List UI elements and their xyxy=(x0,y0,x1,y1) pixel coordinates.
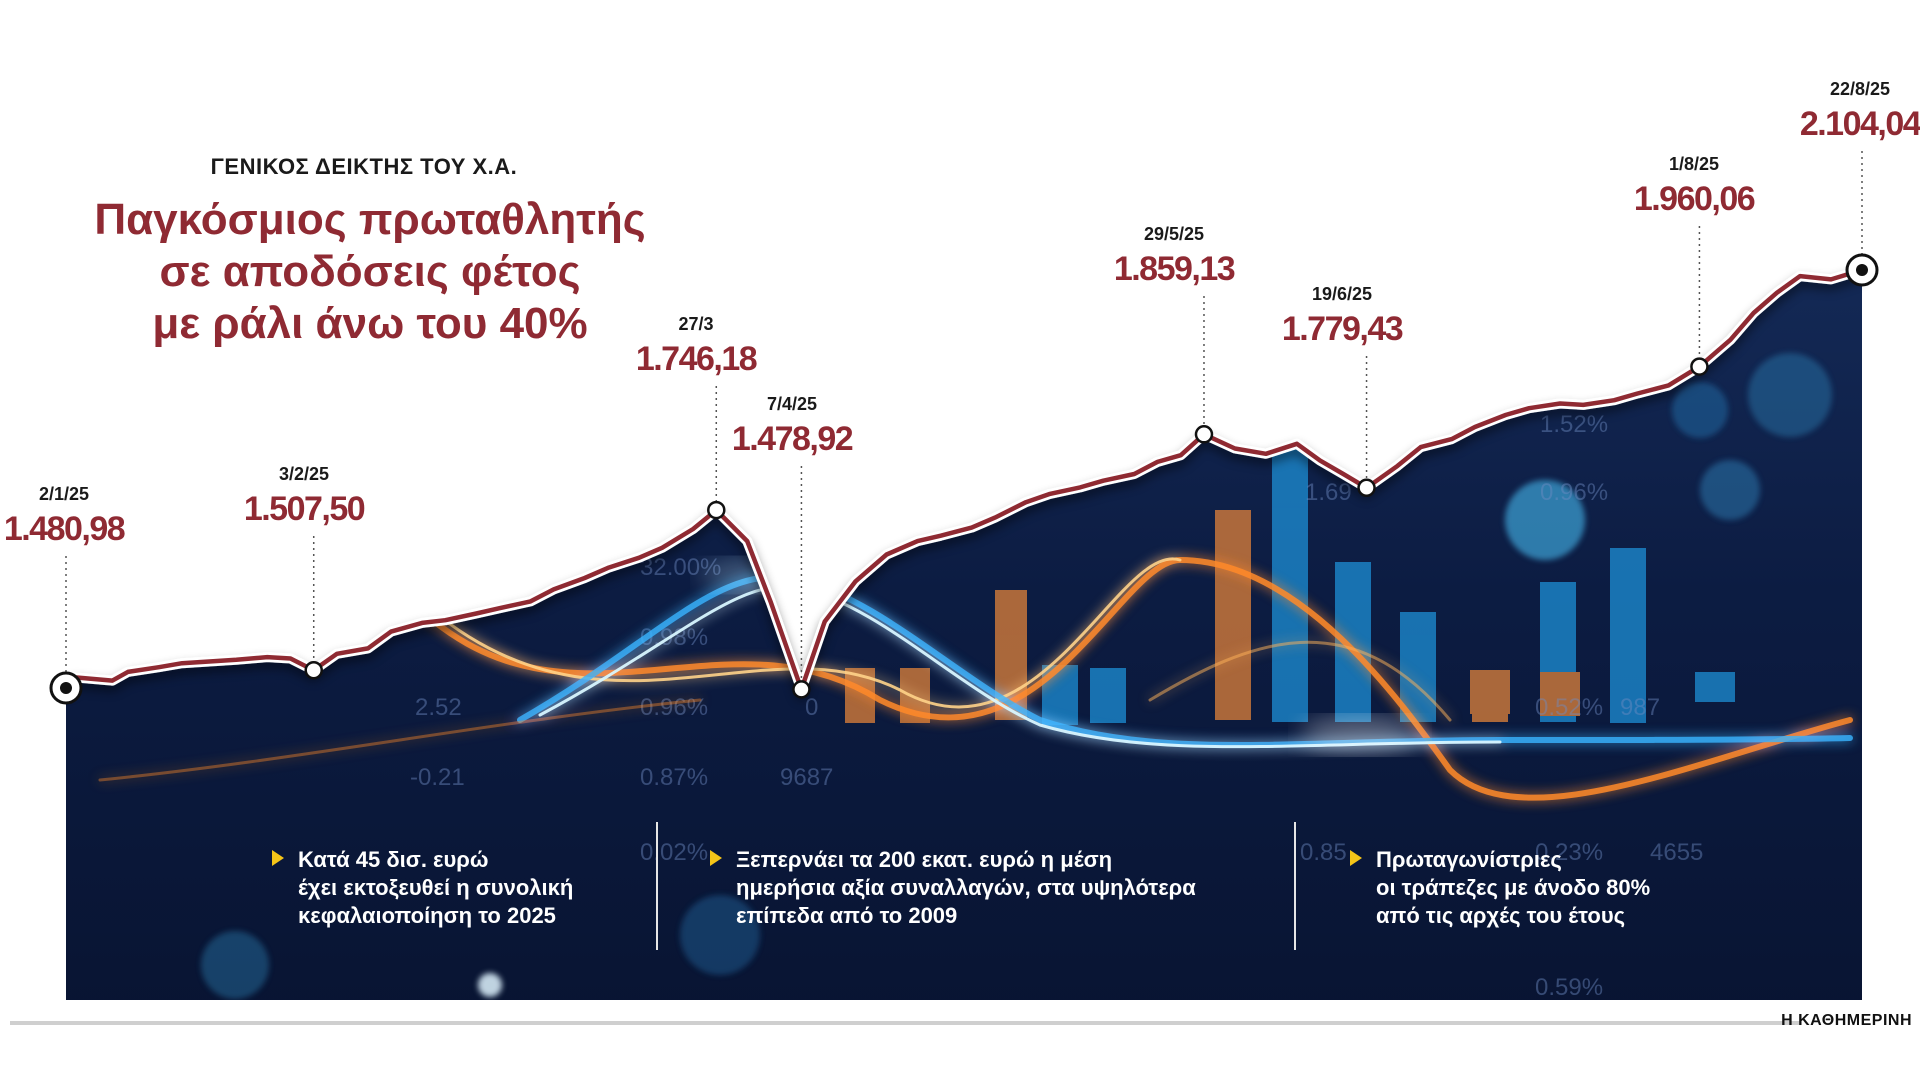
note-2-line-3: επίπεδα από το 2009 xyxy=(736,903,958,928)
note-1-line-1: Κατά 45 δισ. ευρώ xyxy=(298,847,489,872)
background-ticker: 0.96% xyxy=(640,694,708,721)
annotation-date: 3/2/25 xyxy=(279,464,329,484)
note-bullet-icon xyxy=(1350,850,1362,866)
annotation: 22/8/25 2.104,04 xyxy=(1800,79,1920,287)
background-ticker: 1.52% xyxy=(1540,411,1608,438)
point-marker xyxy=(1194,425,1214,444)
headline-line-1: Παγκόσμιος πρωταθλητής xyxy=(94,195,646,244)
note-divider xyxy=(1294,822,1296,950)
background-ticker: 0.98% xyxy=(640,624,708,651)
annotation-value: 1.859,13 xyxy=(1114,250,1235,288)
annotation: 2/1/25 1.480,98 xyxy=(4,484,126,705)
note-turnover: Ξεπερνάει τα 200 εκατ. ευρώ η μέση ημερή… xyxy=(710,846,1196,930)
point-marker xyxy=(304,660,323,680)
point-marker xyxy=(1357,478,1376,498)
note-3-line-2: οι τράπεζες με άνοδο 80% xyxy=(1376,875,1651,900)
note-1-line-2: έχει εκτοξευθεί η συνολική xyxy=(298,875,574,900)
background-ticker: 2.52 xyxy=(415,694,462,721)
headline-line-3: με ράλι άνω του 40% xyxy=(152,299,588,348)
note-2-line-1: Ξεπερνάει τα 200 εκατ. ευρώ η μέση xyxy=(736,847,1113,872)
annotation-date: 19/6/25 xyxy=(1312,284,1372,304)
background-ticker: 4655 xyxy=(1650,839,1703,866)
annotations: 2/1/25 1.480,98 3/2/25 1.507,50 27/3 1.746,18… xyxy=(4,79,1920,705)
annotation-value: 1.507,50 xyxy=(244,490,365,528)
annotation-value: 2.104,04 xyxy=(1800,105,1920,143)
background-ticker: 9687 xyxy=(780,764,833,791)
publisher-credit: Η ΚΑΘΗΜΕΡΙΝΗ xyxy=(1781,1012,1912,1029)
point-marker xyxy=(1690,357,1709,376)
note-3-line-3: από τις αρχές του έτους xyxy=(1376,903,1626,928)
annotation-value: 1.480,98 xyxy=(4,510,125,548)
annotation-value: 1.746,18 xyxy=(636,340,757,378)
annotation-date: 27/3 xyxy=(678,314,713,334)
annotation-value: 1.960,06 xyxy=(1634,180,1755,218)
background-ticker: 0.02% xyxy=(640,839,708,866)
background-ticker: 0.23% xyxy=(1535,839,1603,866)
background-ticker: 0 xyxy=(805,694,818,721)
annotation-value: 1.779,43 xyxy=(1282,310,1403,348)
annotation-date: 7/4/25 xyxy=(767,394,817,414)
point-marker xyxy=(707,500,726,520)
chart-subtitle: ΓΕΝΙΚΟΣ ΔΕΙΚΤΗΣ ΤΟΥ Χ.Α. xyxy=(210,154,518,179)
note-divider xyxy=(656,822,658,950)
background-ticker: 0.85 xyxy=(1300,839,1347,866)
note-1-line-3: κεφαλαιοποίηση το 2025 xyxy=(298,903,556,928)
annotation: 27/3 1.746,18 xyxy=(636,314,758,520)
endpoint-marker-dot xyxy=(1856,264,1868,276)
note-2-line-2: ημερήσια αξία συναλλαγών, στα υψηλότερα xyxy=(736,875,1196,900)
endpoint-marker-dot xyxy=(60,682,72,694)
background-ticker: 0.87% xyxy=(640,764,708,791)
background-ticker: 1.69 xyxy=(1305,479,1352,506)
note-3-line-1: Πρωταγωνίστριες xyxy=(1376,847,1562,872)
annotation: 19/6/25 1.779,43 xyxy=(1282,284,1404,498)
chart-headline: Παγκόσμιος πρωταθλητής σε αποδόσεις φέτο… xyxy=(60,194,680,350)
note-bullet-icon xyxy=(272,850,284,866)
note-banks: Πρωταγωνίστριες οι τράπεζες με άνοδο 80%… xyxy=(1350,846,1650,930)
annotation-date: 22/8/25 xyxy=(1830,79,1890,99)
note-capitalization: Κατά 45 δισ. ευρώ έχει εκτοξευθεί η συνο… xyxy=(272,846,573,930)
annotation: 7/4/25 1.478,92 xyxy=(732,394,854,699)
annotation-date: 2/1/25 xyxy=(39,484,89,504)
background-ticker: 0.52% xyxy=(1535,694,1603,721)
annotation-date: 1/8/25 xyxy=(1669,154,1719,174)
background-ticker: 987 xyxy=(1620,694,1660,721)
footer-rule xyxy=(10,1021,1800,1025)
background-ticker: 0.96% xyxy=(1540,479,1608,506)
note-bullet-icon xyxy=(710,850,722,866)
annotation: 1/8/25 1.960,06 xyxy=(1634,154,1756,376)
annotation-value: 1.478,92 xyxy=(732,420,853,458)
background-ticker: 0.59% xyxy=(1535,974,1603,1001)
annotation: 29/5/25 1.859,13 xyxy=(1114,224,1236,444)
background-ticker: -0.21 xyxy=(410,764,465,791)
background-tickers: 32.00%0.98%2.52 0.96%-0.21 0.87% 968701.52%… xyxy=(410,411,1703,1001)
annotation: 3/2/25 1.507,50 xyxy=(244,464,366,680)
annotation-date: 29/5/25 xyxy=(1144,224,1204,244)
index-line-inner xyxy=(64,267,1863,692)
headline-line-2: σε αποδόσεις φέτος xyxy=(159,247,581,296)
point-marker xyxy=(792,680,811,699)
